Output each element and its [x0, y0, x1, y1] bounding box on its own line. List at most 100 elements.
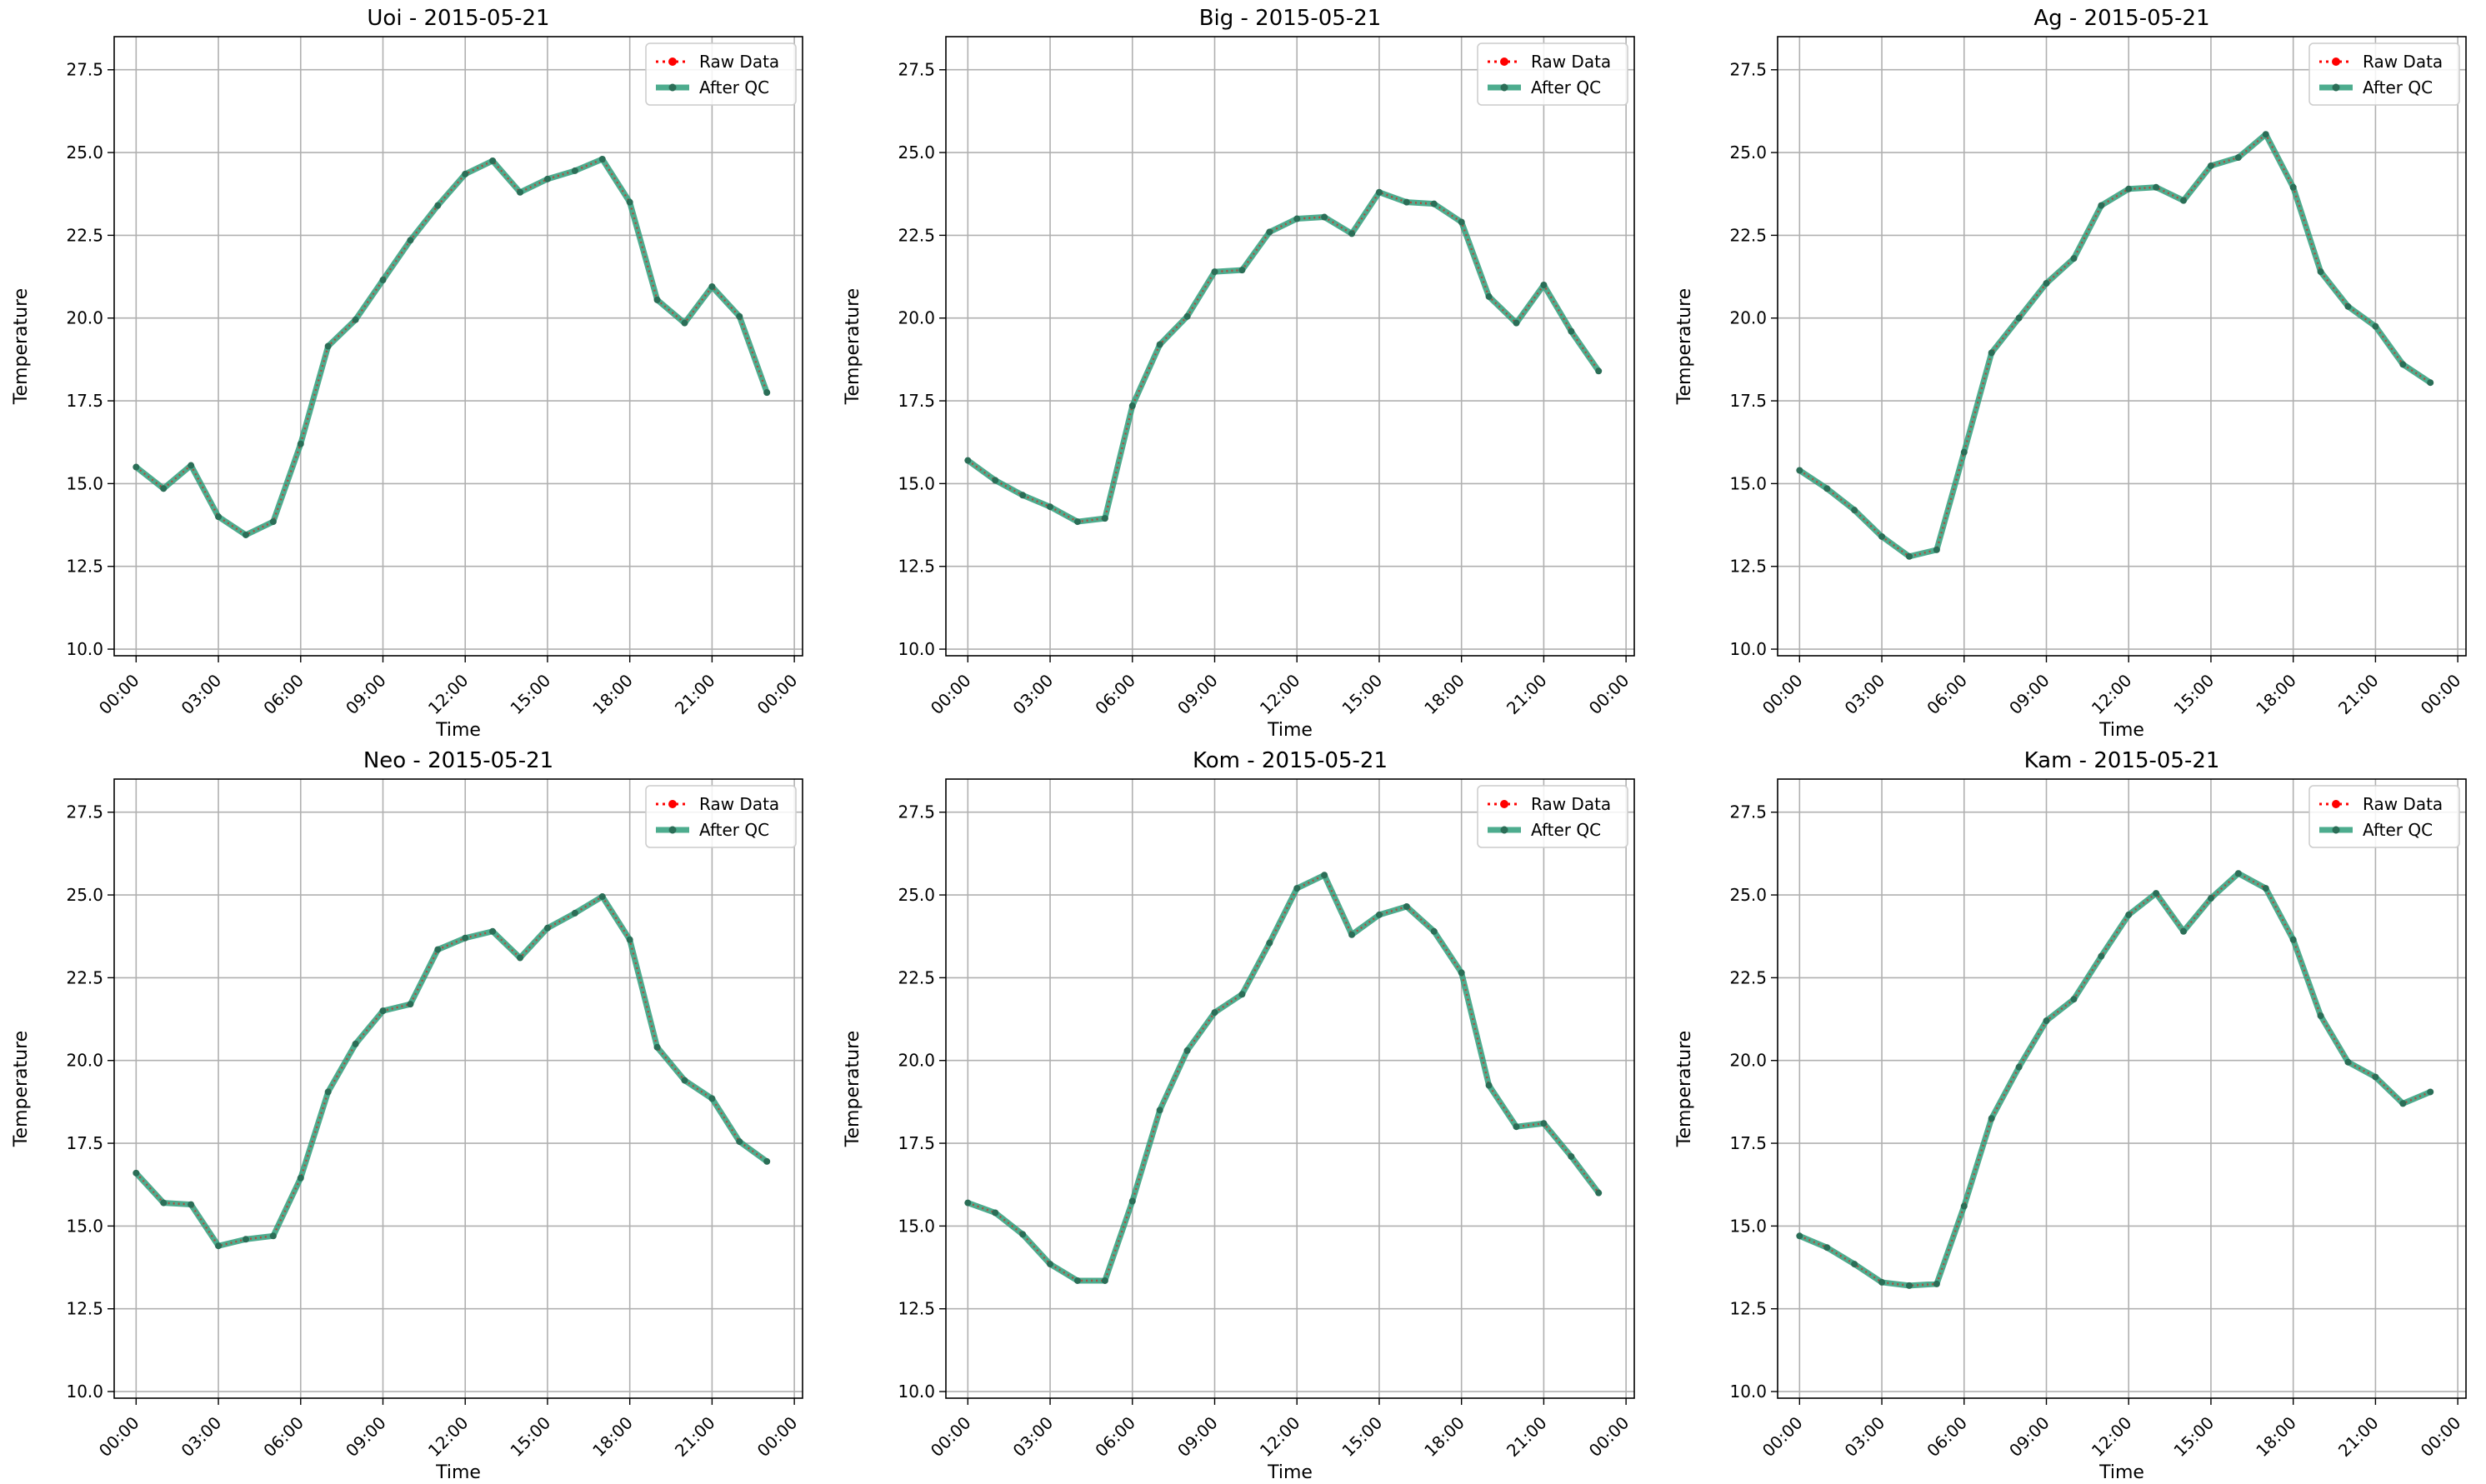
legend: Raw Data After QC [1477, 42, 1628, 106]
x-tick-label: 06:00 [259, 670, 308, 718]
after-qc-point [1905, 1282, 1913, 1289]
after-qc-point [1047, 503, 1054, 511]
after-qc-point [2427, 379, 2434, 387]
after-qc-point [2070, 255, 2078, 262]
y-tick-label: 17.5 [898, 1133, 935, 1153]
after-qc-point [2234, 154, 2242, 162]
x-tick-label: 00:00 [2417, 1412, 2465, 1461]
after-qc-point [2399, 361, 2407, 368]
after-qc-point [160, 1199, 168, 1207]
legend-qc-marker [1500, 83, 1508, 92]
after-qc-point [1568, 327, 1575, 335]
after-qc-point [1375, 188, 1383, 196]
legend: Raw Data After QC [645, 42, 797, 106]
legend-label-raw: Raw Data [2363, 52, 2443, 72]
chart-panel: 00:00 03:00 06:00 09:00 12:00 15:00 18:00 21:00… [11, 748, 803, 1483]
x-tick-label: 09:00 [342, 670, 390, 718]
after-qc-point [1293, 215, 1301, 222]
after-qc-point [598, 156, 606, 163]
x-tick-label: 21:00 [1503, 670, 1551, 718]
after-qc-point [188, 462, 195, 469]
legend-qc-marker [1500, 826, 1508, 834]
legend: Raw Data After QC [2308, 785, 2460, 848]
after-qc-point [2372, 322, 2379, 330]
after-qc-point [653, 296, 661, 303]
after-qc-point [1540, 281, 1548, 288]
after-qc-point [352, 1040, 359, 1047]
x-tick-label: 00:00 [753, 1412, 802, 1461]
y-tick-label: 10.0 [66, 639, 103, 659]
y-tick-label: 20.0 [1729, 308, 1767, 328]
y-tick-label: 20.0 [66, 1051, 103, 1071]
after-qc-point [517, 954, 524, 962]
after-qc-point [2344, 302, 2352, 310]
after-qc-point [269, 1232, 277, 1240]
y-tick-label: 25.0 [66, 885, 103, 905]
after-qc-point [1101, 515, 1108, 522]
after-qc-point [1430, 927, 1438, 935]
y-tick-label: 22.5 [1729, 225, 1767, 245]
after-qc-point [1988, 349, 1995, 357]
after-qc-point [1403, 902, 1410, 910]
x-tick-label: 06:00 [1923, 670, 1971, 718]
y-axis-label: Temperature [1674, 288, 1695, 405]
after-qc-point [708, 282, 716, 290]
y-tick-label: 12.5 [1729, 1299, 1767, 1319]
after-qc-point [407, 1001, 414, 1008]
x-tick-label: 06:00 [1923, 1412, 1971, 1461]
x-tick-label: 15:00 [507, 670, 555, 718]
after-qc-point [160, 485, 168, 492]
y-tick-label: 15.0 [66, 1216, 103, 1236]
y-tick-label: 17.5 [1729, 391, 1767, 411]
after-qc-point [324, 342, 332, 350]
after-qc-point [1595, 367, 1603, 375]
legend-label-qc: After QC [699, 820, 769, 840]
x-tick-label: 00:00 [1758, 1412, 1807, 1461]
y-tick-label: 10.0 [898, 1382, 935, 1402]
after-qc-point [681, 1077, 688, 1084]
series-after-qc-line [964, 872, 1602, 1284]
after-qc-point [543, 175, 551, 182]
x-tick-label: 15:00 [2170, 1412, 2218, 1461]
after-qc-point [964, 457, 972, 464]
after-qc-point [215, 1242, 223, 1250]
after-qc-point [1266, 228, 1273, 236]
after-qc-point [2289, 183, 2297, 191]
after-qc-point [2262, 885, 2269, 892]
series-raw-data-line [135, 895, 768, 1247]
after-qc-point [763, 389, 771, 397]
y-tick-label: 27.5 [1729, 802, 1767, 822]
legend-label-raw: Raw Data [699, 52, 779, 72]
chart-title: Kom - 2015-05-21 [1193, 748, 1388, 773]
y-tick-label: 22.5 [66, 967, 103, 987]
after-qc-point [708, 1095, 716, 1102]
after-qc-point [1823, 1244, 1831, 1252]
after-qc-point [1047, 1261, 1054, 1268]
after-qc-point [215, 513, 223, 521]
after-qc-point [2015, 314, 2023, 322]
after-qc-point [2234, 870, 2242, 877]
after-qc-point [2289, 936, 2297, 943]
x-tick-label: 00:00 [927, 670, 975, 718]
after-qc-point [462, 934, 469, 942]
after-qc-point [1960, 1202, 1968, 1210]
legend-label-raw: Raw Data [2363, 794, 2443, 814]
after-qc-point [1128, 1197, 1136, 1205]
after-qc-point [2043, 280, 2050, 287]
legend-raw-marker [1500, 57, 1508, 66]
after-qc-point [2262, 131, 2269, 138]
legend: Raw Data After QC [2308, 42, 2460, 106]
after-qc-point [1568, 1152, 1575, 1160]
y-tick-label: 15.0 [66, 473, 103, 493]
legend: Raw Data After QC [645, 785, 797, 848]
axes-frame [1777, 36, 2467, 657]
after-qc-point [571, 167, 578, 174]
after-qc-point [489, 927, 497, 935]
after-qc-point [242, 531, 249, 538]
chart-panel: 00:00 03:00 06:00 09:00 12:00 15:00 18:00 21:00… [843, 748, 1635, 1483]
after-qc-point [1348, 931, 1356, 938]
after-qc-point [2098, 202, 2105, 209]
x-axis-label: Time [435, 1462, 481, 1483]
after-qc-point [1933, 1280, 1940, 1287]
x-tick-label: 06:00 [1091, 670, 1139, 718]
